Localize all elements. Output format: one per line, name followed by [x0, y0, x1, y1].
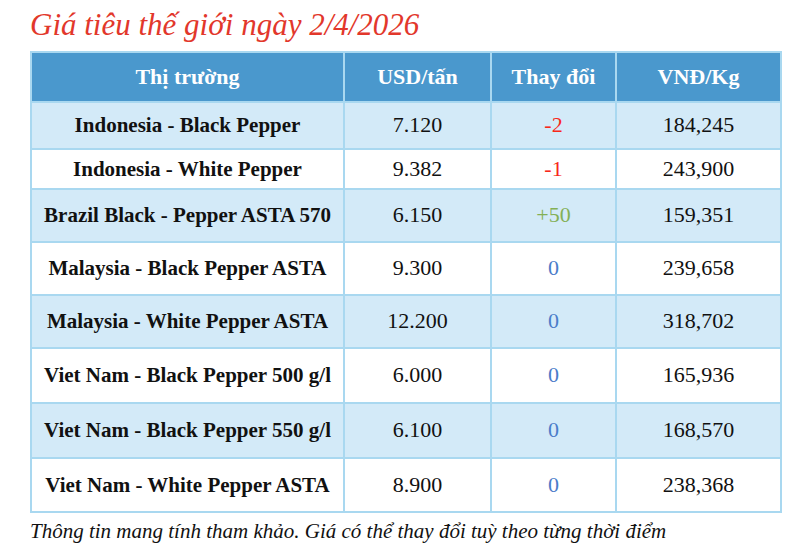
- market-cell: Viet Nam - Black Pepper 550 g/l: [31, 403, 344, 458]
- change-cell: 0: [491, 348, 616, 403]
- column-header-usd: USD/tấn: [344, 52, 491, 102]
- table-row: Indonesia - Black Pepper 7.120 -2 184,24…: [31, 102, 781, 149]
- market-cell: Malaysia - Black Pepper ASTA: [31, 242, 344, 295]
- market-cell: Viet Nam - White Pepper ASTA: [31, 458, 344, 512]
- vnd-cell: 165,936: [616, 348, 781, 403]
- page-title: Giá tiêu thế giới ngày 2/4/2026: [30, 6, 800, 44]
- usd-cell: 8.900: [344, 458, 491, 512]
- vnd-cell: 238,368: [616, 458, 781, 512]
- usd-cell: 6.100: [344, 403, 491, 458]
- table-row: Malaysia - White Pepper ASTA 12.200 0 31…: [31, 295, 781, 348]
- column-header-market: Thị trường: [31, 52, 344, 102]
- market-cell: Malaysia - White Pepper ASTA: [31, 295, 344, 348]
- table-row: Malaysia - Black Pepper ASTA 9.300 0 239…: [31, 242, 781, 295]
- vnd-cell: 243,900: [616, 149, 781, 189]
- market-cell: Indonesia - White Pepper: [31, 149, 344, 189]
- table-row: Viet Nam - Black Pepper 550 g/l 6.100 0 …: [31, 403, 781, 458]
- vnd-cell: 159,351: [616, 189, 781, 242]
- usd-cell: 9.382: [344, 149, 491, 189]
- vnd-cell: 239,658: [616, 242, 781, 295]
- usd-cell: 7.120: [344, 102, 491, 149]
- change-cell: -1: [491, 149, 616, 189]
- table-row: Viet Nam - White Pepper ASTA 8.900 0 238…: [31, 458, 781, 512]
- change-cell: 0: [491, 458, 616, 512]
- market-cell: Viet Nam - Black Pepper 500 g/l: [31, 348, 344, 403]
- column-header-vnd: VNĐ/Kg: [616, 52, 781, 102]
- disclaimer-text: Thông tin mang tính tham khảo. Giá có th…: [30, 519, 790, 544]
- change-cell: 0: [491, 242, 616, 295]
- change-cell: 0: [491, 295, 616, 348]
- change-cell: +50: [491, 189, 616, 242]
- table-header-row: Thị trường USD/tấn Thay đổi VNĐ/Kg: [31, 52, 781, 102]
- market-cell: Brazil Black - Pepper ASTA 570: [31, 189, 344, 242]
- table-row: Viet Nam - Black Pepper 500 g/l 6.000 0 …: [31, 348, 781, 403]
- change-cell: 0: [491, 403, 616, 458]
- usd-cell: 6.000: [344, 348, 491, 403]
- usd-cell: 12.200: [344, 295, 491, 348]
- vnd-cell: 184,245: [616, 102, 781, 149]
- change-cell: -2: [491, 102, 616, 149]
- column-header-change: Thay đổi: [491, 52, 616, 102]
- vnd-cell: 168,570: [616, 403, 781, 458]
- usd-cell: 9.300: [344, 242, 491, 295]
- table-row: Brazil Black - Pepper ASTA 570 6.150 +50…: [31, 189, 781, 242]
- page: Giá tiêu thế giới ngày 2/4/2026 Thị trườ…: [0, 6, 800, 553]
- vnd-cell: 318,702: [616, 295, 781, 348]
- price-table: Thị trường USD/tấn Thay đổi VNĐ/Kg Indon…: [30, 51, 782, 513]
- market-cell: Indonesia - Black Pepper: [31, 102, 344, 149]
- usd-cell: 6.150: [344, 189, 491, 242]
- table-row: Indonesia - White Pepper 9.382 -1 243,90…: [31, 149, 781, 189]
